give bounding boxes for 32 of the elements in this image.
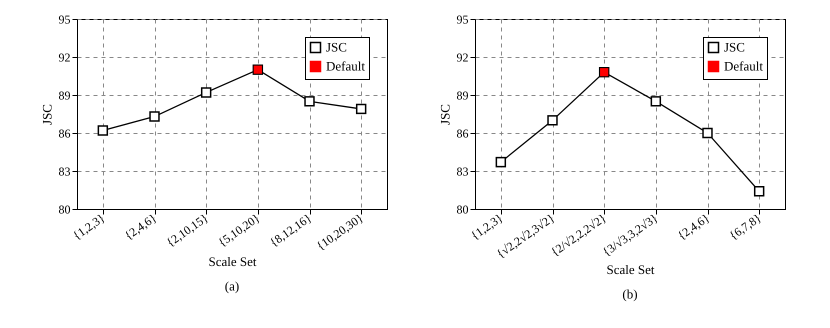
legend-label: JSC — [724, 40, 745, 54]
point — [547, 115, 558, 126]
y-tick-label: 83 — [58, 164, 70, 178]
point — [496, 156, 506, 168]
y-tick-label: 92 — [456, 50, 468, 64]
legend-label: Default — [326, 58, 366, 74]
legend-label: Default — [724, 58, 764, 74]
text: (b) — [622, 286, 638, 302]
point — [200, 87, 212, 98]
point — [356, 104, 366, 114]
x-axis-title: Scale Set — [606, 262, 655, 278]
y-tick-label: 95 — [58, 12, 70, 26]
legend-label: JSC — [326, 40, 347, 54]
text: (a) — [224, 278, 240, 294]
y-tick-label: 80 — [456, 202, 468, 216]
y-tick-label: 89 — [456, 88, 468, 102]
point — [702, 128, 713, 138]
y-tick-label: 86 — [58, 126, 70, 140]
y-tick-label: 83 — [456, 164, 468, 178]
y-axis-title: JSC — [438, 104, 452, 125]
y-tick-label: 80 — [58, 202, 70, 216]
point — [98, 125, 108, 136]
point — [304, 96, 315, 107]
y-tick-label: 92 — [58, 50, 70, 64]
x-axis-title: Scale Set — [208, 254, 257, 270]
y-axis-title: JSC — [40, 104, 54, 125]
y-tick-label: 86 — [456, 126, 468, 140]
y-tick-label: 89 — [58, 88, 70, 102]
point — [149, 111, 160, 122]
point — [754, 186, 764, 196]
point — [650, 96, 662, 107]
y-tick-label: 95 — [456, 12, 468, 26]
